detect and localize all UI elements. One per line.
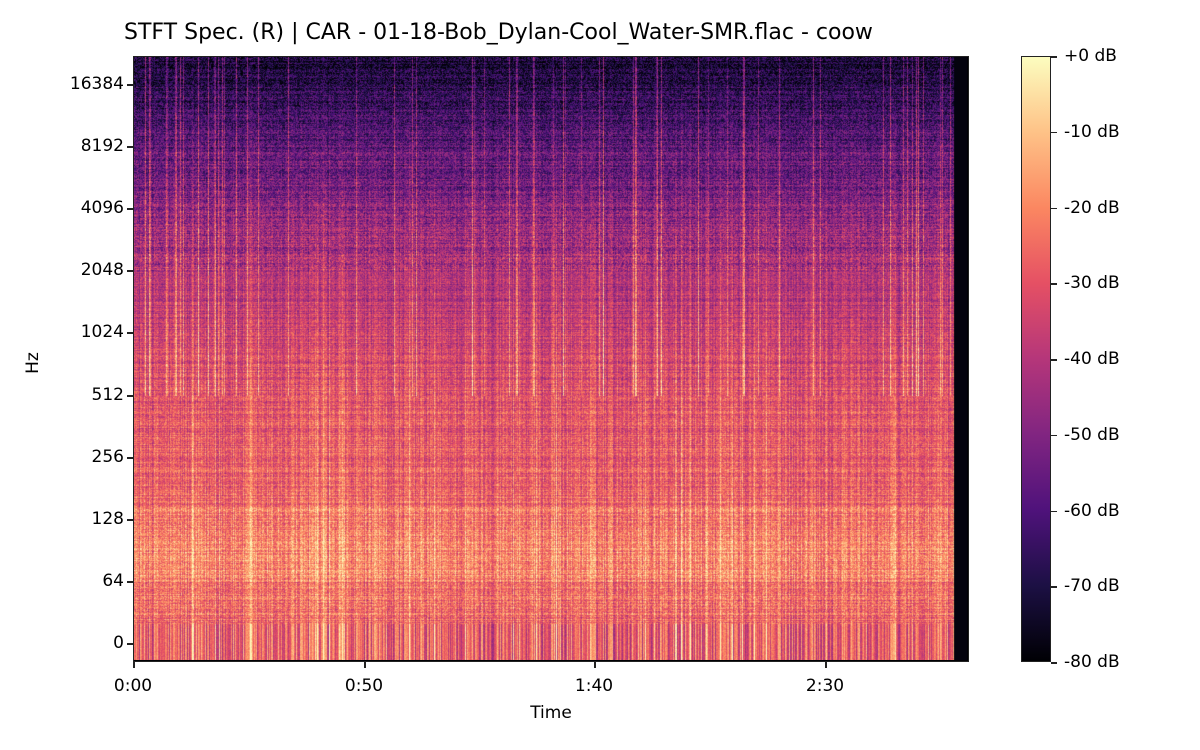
y-tick-label: 64 — [102, 571, 124, 591]
colorbar-tick-label: -70 dB — [1064, 576, 1120, 597]
colorbar-tick-mark — [1051, 283, 1057, 285]
y-tick-label: 2048 — [80, 260, 124, 280]
y-tick-mark — [127, 457, 133, 459]
colorbar — [1021, 56, 1051, 662]
x-tick-mark — [825, 662, 827, 668]
colorbar-tick-label: -40 dB — [1064, 349, 1120, 369]
y-tick-mark — [127, 332, 133, 334]
colorbar-tick-mark — [1051, 586, 1057, 588]
colorbar-tick-label: +0 dB — [1064, 46, 1117, 66]
colorbar-tick-mark — [1051, 510, 1057, 512]
y-tick-mark — [127, 395, 133, 397]
colorbar-tick-mark — [1051, 359, 1057, 361]
colorbar-tick-label: -20 dB — [1064, 197, 1120, 218]
y-tick-label: 0 — [113, 633, 124, 653]
colorbar-tick-mark — [1051, 207, 1057, 209]
x-tick-mark — [594, 662, 596, 668]
y-tick-label: 8192 — [80, 136, 124, 156]
y-tick-mark — [127, 581, 133, 583]
colorbar-tick-mark — [1051, 434, 1057, 437]
x-tick-mark — [133, 662, 135, 668]
colorbar-tick-label: -50 dB — [1064, 424, 1120, 445]
colorbar-tick-mark — [1051, 56, 1057, 58]
x-tick-mark — [364, 662, 366, 668]
colorbar-tick-label: -80 dB — [1064, 652, 1120, 672]
colorbar-tick-label: -10 dB — [1064, 121, 1120, 142]
x-tick-label: 2:30 — [805, 676, 845, 696]
colorbar-tick-mark — [1051, 662, 1057, 664]
y-tick-mark — [127, 270, 133, 272]
y-axis-label: Hz — [23, 352, 43, 374]
spectrogram-plot — [133, 56, 969, 662]
y-tick-mark — [127, 146, 133, 148]
y-tick-mark — [127, 519, 133, 521]
x-tick-label: 0:50 — [344, 676, 384, 696]
y-tick-label: 16384 — [69, 74, 124, 94]
colorbar-tick-label: -60 dB — [1064, 500, 1120, 521]
x-axis-label: Time — [530, 703, 572, 723]
spectrogram-canvas — [134, 57, 967, 660]
colorbar-tick-mark — [1051, 131, 1057, 134]
y-tick-label: 1024 — [80, 322, 124, 342]
x-tick-label: 1:40 — [574, 676, 614, 696]
y-tick-label: 4096 — [80, 198, 124, 218]
y-tick-label: 256 — [91, 447, 124, 467]
x-tick-label: 0:00 — [113, 676, 153, 696]
y-tick-mark — [127, 84, 133, 86]
y-tick-label: 128 — [91, 509, 124, 529]
y-tick-mark — [127, 208, 133, 210]
y-tick-mark — [127, 643, 133, 645]
y-tick-label: 512 — [91, 385, 124, 405]
colorbar-tick-label: -30 dB — [1064, 273, 1120, 294]
